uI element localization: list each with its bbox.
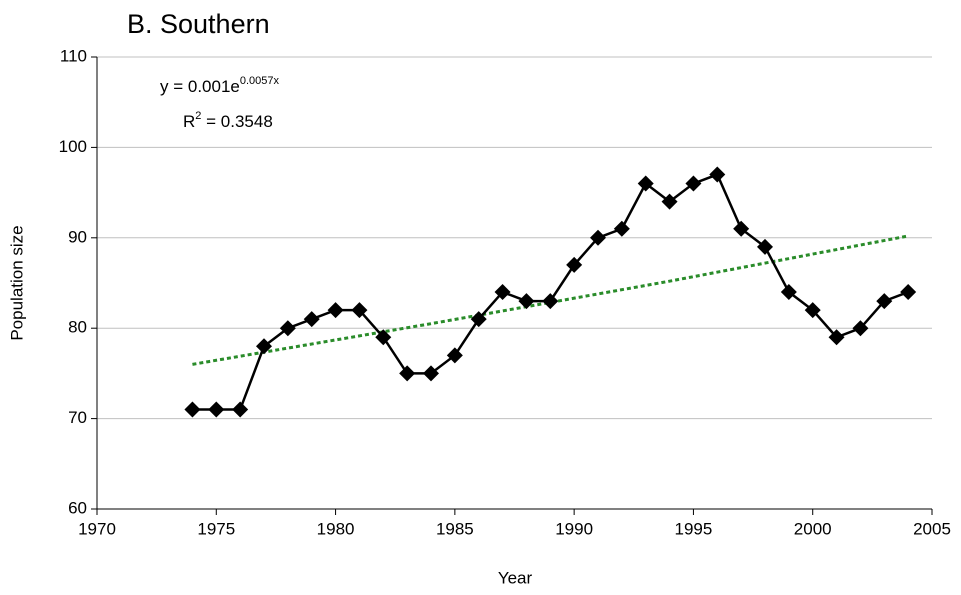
x-tick-label: 1990 [555, 519, 593, 538]
marker [494, 284, 511, 301]
equation-text: y = 0.001e [160, 77, 240, 96]
marker [542, 293, 559, 310]
marker [685, 175, 702, 192]
marker [876, 293, 893, 310]
marker [423, 365, 439, 382]
x-tick-label: 1980 [317, 519, 355, 538]
marker [780, 284, 797, 301]
marker [208, 401, 225, 418]
marker [279, 320, 296, 337]
y-tick-label: 60 [68, 498, 87, 517]
y-tick-label: 80 [68, 318, 87, 337]
trendline [192, 234, 909, 366]
marker [303, 311, 320, 328]
marker [637, 175, 654, 192]
y-tick-label: 110 [60, 46, 87, 65]
x-tick-label: 1985 [436, 519, 474, 538]
marker [375, 329, 392, 346]
marker [757, 238, 773, 255]
marker [232, 401, 249, 418]
marker [470, 311, 487, 328]
series-line [192, 172, 909, 411]
marker [804, 302, 821, 319]
marker [733, 220, 750, 237]
x-axis-label: Year [498, 568, 533, 587]
marker [900, 284, 917, 301]
marker [661, 193, 678, 210]
y-tick-label: 90 [68, 227, 87, 246]
marker [351, 302, 368, 319]
marker [613, 220, 630, 237]
marker [852, 320, 869, 337]
r-text: R [183, 112, 195, 131]
y-tick-label: 70 [68, 408, 87, 427]
marker [399, 365, 416, 382]
marker [184, 401, 201, 418]
x-tick-label: 2000 [794, 519, 832, 538]
x-tick-label: 1995 [675, 519, 713, 538]
x-tick-label: 1970 [78, 519, 116, 538]
r-squared: R2 = 0.3548 [183, 110, 273, 131]
marker [590, 229, 606, 246]
marker [709, 166, 726, 183]
equation-exponent: 0.0057x [240, 75, 280, 87]
marker [446, 347, 463, 364]
y-axis-label: Population size [7, 225, 26, 340]
marker [327, 302, 344, 319]
marker [828, 329, 845, 346]
r-value: = 0.3548 [201, 112, 272, 131]
r-exponent: 2 [195, 110, 201, 122]
marker [566, 256, 583, 273]
chart-title: B. Southern [127, 9, 270, 39]
trend-equation: y = 0.001e0.0057x [160, 75, 280, 96]
x-tick-label: 1975 [197, 519, 235, 538]
y-tick-label: 100 [59, 137, 87, 156]
x-tick-label: 2005 [913, 519, 951, 538]
marker [518, 293, 535, 310]
marker [256, 338, 272, 355]
